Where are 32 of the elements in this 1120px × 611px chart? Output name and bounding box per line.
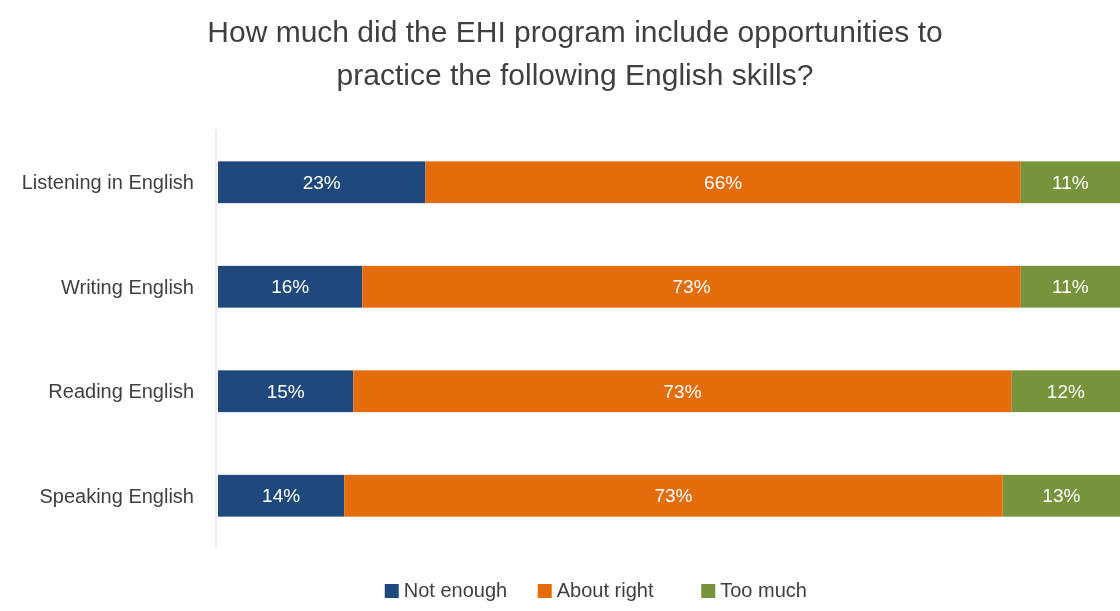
data-label: 11% <box>1052 171 1089 193</box>
data-label: 73% <box>672 276 711 298</box>
data-label: 12% <box>1046 380 1085 402</box>
bar <box>218 265 363 308</box>
bar <box>1011 370 1120 413</box>
data-label: 73% <box>663 380 702 402</box>
bar <box>353 370 1012 413</box>
bar <box>362 265 1021 308</box>
bar <box>1002 474 1120 517</box>
data-label: 13% <box>1042 485 1081 507</box>
data-label: 73% <box>654 485 693 507</box>
y-tick-label: Speaking English <box>39 484 194 507</box>
data-label: 16% <box>271 276 310 298</box>
legend-label: About right <box>556 579 654 601</box>
data-label: 23% <box>302 171 341 193</box>
data-label: 14% <box>262 485 301 507</box>
data-label: 15% <box>266 380 305 402</box>
y-tick-label: Listening in English <box>21 171 194 194</box>
bar <box>218 370 354 413</box>
y-tick-label: Writing English <box>60 275 194 298</box>
bar <box>425 161 1021 204</box>
chart-title: How much did the EHI program include opportunities to practice the following English skills? <box>207 15 943 91</box>
bar <box>218 161 426 204</box>
y-tick-label: Reading English <box>48 380 194 403</box>
bar <box>218 474 345 517</box>
bar <box>1020 265 1120 308</box>
bar <box>1020 161 1120 204</box>
data-label: 66% <box>704 171 743 193</box>
legend-label: Not enough <box>403 579 508 601</box>
data-label: 11% <box>1052 276 1089 298</box>
bar <box>344 474 1003 517</box>
legend-label: Too much <box>720 579 807 601</box>
